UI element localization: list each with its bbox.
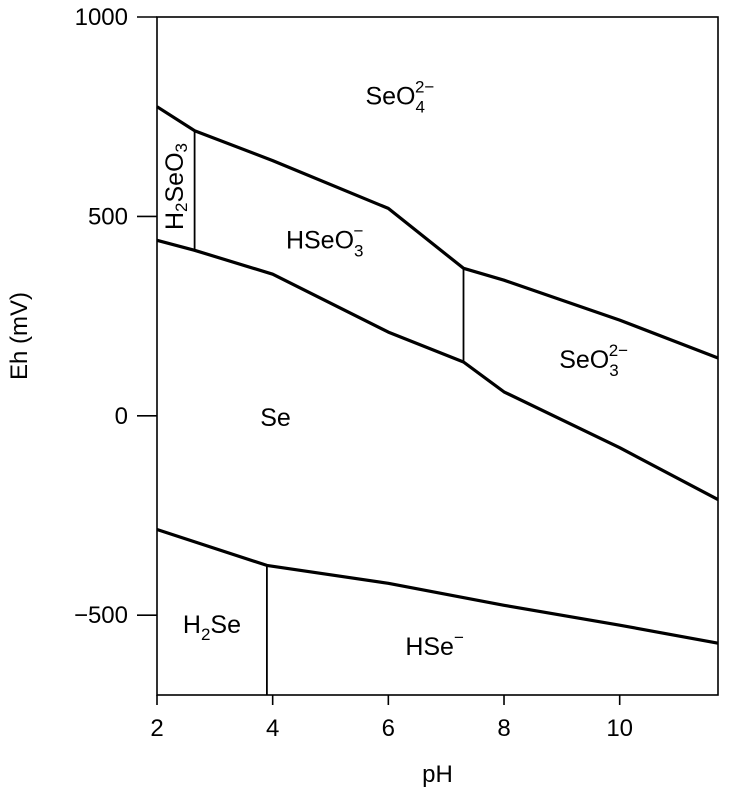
y-tick-label: 0: [115, 403, 128, 430]
phase-boundary-line: [156, 527, 719, 645]
region-label: SeO32−: [559, 341, 628, 380]
region-labels-group: SeO42− H2SeO3 HSeO3− SeO32− Se H2Se HSe−: [161, 78, 628, 661]
x-tick-label: 6: [382, 715, 395, 742]
x-tick-label: 8: [497, 715, 510, 742]
plot-frame: [156, 16, 719, 696]
y-tick-label: 1000: [75, 4, 128, 31]
region-label: HSeO3−: [286, 221, 364, 260]
x-tick-label: 2: [150, 715, 163, 742]
region-label: SeO42−: [365, 78, 434, 117]
y-tick-label: 500: [88, 203, 128, 230]
region-label: HSe−: [405, 628, 464, 661]
plot-frame-group: [156, 16, 719, 696]
boundary-lines-group: [156, 105, 719, 695]
y-axis-title: Eh (mV): [6, 292, 33, 380]
phase-boundary-line: [156, 238, 719, 502]
x-tick-label: 10: [606, 715, 633, 742]
y-tick-label: −500: [74, 602, 128, 629]
region-label: H2Se: [183, 611, 241, 644]
region-label: Se: [260, 404, 291, 432]
x-tick-label: 4: [266, 715, 279, 742]
axis-ticks-group: 2 4 6 8 10 1000 500 0 −500: [74, 4, 633, 742]
region-label: H2SeO3: [161, 143, 192, 230]
x-axis-title: pH: [422, 761, 453, 788]
phase-boundary-line: [156, 105, 719, 360]
